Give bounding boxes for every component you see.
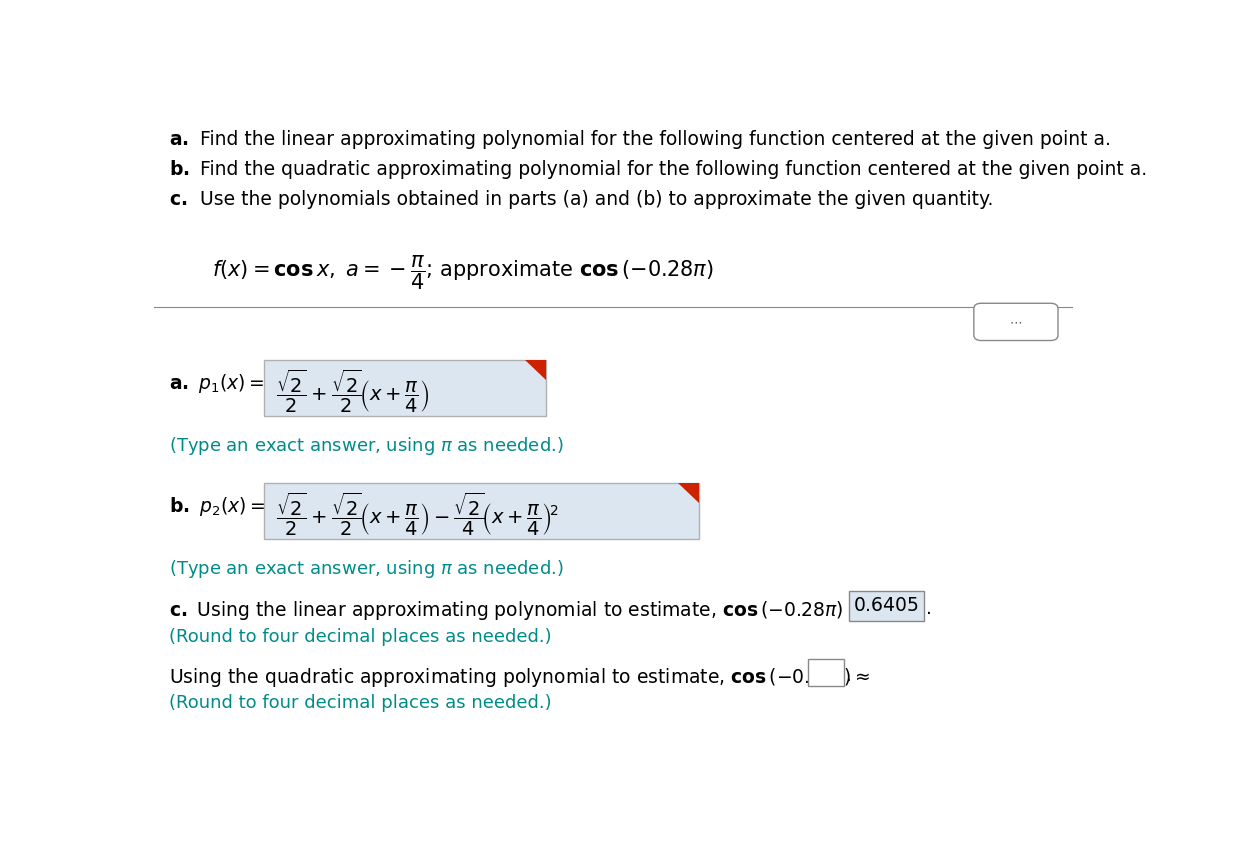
Text: $\mathbf{a.}\ p_1(x) =$: $\mathbf{a.}\ p_1(x) =$: [169, 372, 264, 395]
Text: (Round to four decimal places as needed.): (Round to four decimal places as needed.…: [169, 695, 552, 713]
Text: $\mathbf{b.}$: $\mathbf{b.}$: [169, 160, 189, 179]
Text: (Round to four decimal places as needed.): (Round to four decimal places as needed.…: [169, 628, 552, 646]
Text: Find the quadratic approximating polynomial for the following function centered : Find the quadratic approximating polynom…: [200, 160, 1148, 179]
Text: $f(x) = \mathbf{cos}\, x,\ a = -\dfrac{\pi}{4}$; approximate $\mathbf{cos}\,(-0.: $f(x) = \mathbf{cos}\, x,\ a = -\dfrac{\…: [212, 253, 713, 292]
Text: Using the quadratic approximating polynomial to estimate, $\mathbf{cos}\,(-0.28\: Using the quadratic approximating polyno…: [169, 666, 870, 689]
Text: $\cdots$: $\cdots$: [1009, 315, 1023, 328]
Text: Use the polynomials obtained in parts (a) and (b) to approximate the given quant: Use the polynomials obtained in parts (a…: [200, 190, 993, 209]
FancyBboxPatch shape: [849, 591, 924, 620]
Text: $\mathbf{a.}$: $\mathbf{a.}$: [169, 130, 189, 149]
Text: $\mathbf{c.}$ Using the linear approximating polynomial to estimate, $\mathbf{co: $\mathbf{c.}$ Using the linear approxima…: [169, 600, 861, 622]
Text: $\dfrac{\sqrt{2}}{2} + \dfrac{\sqrt{2}}{2}\!\left(x + \dfrac{\pi}{4}\right) - \d: $\dfrac{\sqrt{2}}{2} + \dfrac{\sqrt{2}}{…: [275, 491, 559, 538]
Polygon shape: [526, 359, 547, 380]
FancyBboxPatch shape: [974, 303, 1058, 340]
FancyBboxPatch shape: [264, 359, 547, 416]
Text: (Type an exact answer, using $\pi$ as needed.): (Type an exact answer, using $\pi$ as ne…: [169, 558, 563, 580]
Text: Find the linear approximating polynomial for the following function centered at : Find the linear approximating polynomial…: [200, 130, 1111, 149]
Text: $\mathbf{b.}\ p_2(x) =$: $\mathbf{b.}\ p_2(x) =$: [169, 495, 265, 518]
FancyBboxPatch shape: [808, 659, 844, 686]
Polygon shape: [679, 483, 700, 503]
Text: .: .: [926, 600, 932, 619]
Text: $\dfrac{\sqrt{2}}{2} + \dfrac{\sqrt{2}}{2}\!\left(x + \dfrac{\pi}{4}\right)$: $\dfrac{\sqrt{2}}{2} + \dfrac{\sqrt{2}}{…: [275, 368, 429, 415]
Text: (Type an exact answer, using $\pi$ as needed.): (Type an exact answer, using $\pi$ as ne…: [169, 435, 563, 457]
Text: .: .: [845, 666, 851, 685]
FancyBboxPatch shape: [264, 483, 700, 539]
Text: $\mathbf{c.}$: $\mathbf{c.}$: [169, 190, 186, 209]
Text: $0.6405$: $0.6405$: [854, 596, 919, 615]
